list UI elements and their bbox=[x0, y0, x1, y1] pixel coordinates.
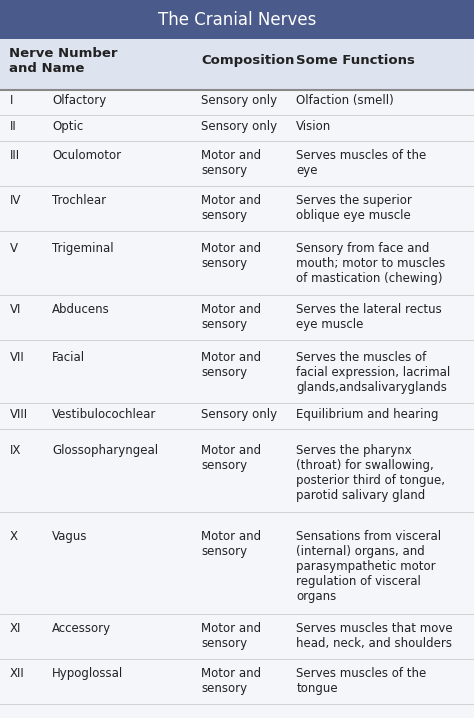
Text: Sensory only: Sensory only bbox=[201, 120, 278, 133]
FancyBboxPatch shape bbox=[0, 294, 474, 340]
Text: VIII: VIII bbox=[9, 408, 27, 421]
Text: Motor and
sensory: Motor and sensory bbox=[201, 303, 262, 331]
Text: Serves muscles of the
tongue: Serves muscles of the tongue bbox=[296, 667, 427, 695]
Text: Sensations from visceral
(internal) organs, and
parasympathetic motor
regulation: Sensations from visceral (internal) orga… bbox=[296, 531, 441, 603]
Text: Motor and
sensory: Motor and sensory bbox=[201, 194, 262, 222]
Text: Hypoglossal: Hypoglossal bbox=[52, 667, 123, 680]
Text: Oculomotor: Oculomotor bbox=[52, 149, 121, 162]
Text: Equilibrium and hearing: Equilibrium and hearing bbox=[296, 408, 439, 421]
Text: Sensory only: Sensory only bbox=[201, 94, 278, 108]
Text: Vision: Vision bbox=[296, 120, 331, 133]
Text: Vestibulocochlear: Vestibulocochlear bbox=[52, 408, 156, 421]
Text: Motor and
sensory: Motor and sensory bbox=[201, 667, 262, 695]
Text: Trigeminal: Trigeminal bbox=[52, 243, 114, 256]
Text: Motor and
sensory: Motor and sensory bbox=[201, 243, 262, 270]
Text: I: I bbox=[9, 94, 13, 108]
Text: X: X bbox=[9, 531, 18, 544]
Text: Motor and
sensory: Motor and sensory bbox=[201, 149, 262, 177]
Text: III: III bbox=[9, 149, 19, 162]
Text: Sensory from face and
mouth; motor to muscles
of mastication (chewing): Sensory from face and mouth; motor to mu… bbox=[296, 243, 446, 285]
Text: Trochlear: Trochlear bbox=[52, 194, 106, 207]
Text: IX: IX bbox=[9, 444, 21, 457]
Text: Serves the muscles of
facial expression, lacrimal
glands,andsalivaryglands: Serves the muscles of facial expression,… bbox=[296, 351, 450, 394]
FancyBboxPatch shape bbox=[0, 404, 474, 429]
Text: XII: XII bbox=[9, 667, 24, 680]
Text: Facial: Facial bbox=[52, 351, 85, 364]
Text: Abducens: Abducens bbox=[52, 303, 110, 316]
FancyBboxPatch shape bbox=[0, 614, 474, 659]
Text: IV: IV bbox=[9, 194, 21, 207]
Text: The Cranial Nerves: The Cranial Nerves bbox=[158, 11, 316, 29]
Text: Vagus: Vagus bbox=[52, 531, 88, 544]
FancyBboxPatch shape bbox=[0, 659, 474, 704]
Text: Composition: Composition bbox=[201, 54, 295, 67]
Text: VII: VII bbox=[9, 351, 24, 364]
Text: Serves the pharynx
(throat) for swallowing,
posterior third of tongue,
parotid s: Serves the pharynx (throat) for swallowi… bbox=[296, 444, 445, 502]
Text: Sensory only: Sensory only bbox=[201, 408, 278, 421]
Text: Serves the superior
oblique eye muscle: Serves the superior oblique eye muscle bbox=[296, 194, 412, 222]
FancyBboxPatch shape bbox=[0, 90, 474, 116]
Text: Accessory: Accessory bbox=[52, 622, 111, 635]
FancyBboxPatch shape bbox=[0, 39, 474, 90]
FancyBboxPatch shape bbox=[0, 0, 474, 39]
FancyBboxPatch shape bbox=[0, 340, 474, 404]
FancyBboxPatch shape bbox=[0, 512, 474, 614]
Text: Serves the lateral rectus
eye muscle: Serves the lateral rectus eye muscle bbox=[296, 303, 442, 331]
FancyBboxPatch shape bbox=[0, 141, 474, 186]
Text: Some Functions: Some Functions bbox=[296, 54, 415, 67]
FancyBboxPatch shape bbox=[0, 429, 474, 512]
FancyBboxPatch shape bbox=[0, 116, 474, 141]
Text: Olfaction (smell): Olfaction (smell) bbox=[296, 94, 394, 108]
Text: Optic: Optic bbox=[52, 120, 83, 133]
Text: V: V bbox=[9, 243, 18, 256]
Text: Motor and
sensory: Motor and sensory bbox=[201, 351, 262, 379]
Text: Serves muscles of the
eye: Serves muscles of the eye bbox=[296, 149, 427, 177]
Text: Nerve Number
and Name: Nerve Number and Name bbox=[9, 47, 118, 75]
Text: Motor and
sensory: Motor and sensory bbox=[201, 531, 262, 559]
Text: Serves muscles that move
head, neck, and shoulders: Serves muscles that move head, neck, and… bbox=[296, 622, 453, 650]
Text: VI: VI bbox=[9, 303, 21, 316]
FancyBboxPatch shape bbox=[0, 230, 474, 294]
FancyBboxPatch shape bbox=[0, 186, 474, 230]
Text: XI: XI bbox=[9, 622, 21, 635]
Text: Motor and
sensory: Motor and sensory bbox=[201, 444, 262, 472]
Text: Olfactory: Olfactory bbox=[52, 94, 106, 108]
Text: Glossopharyngeal: Glossopharyngeal bbox=[52, 444, 158, 457]
Text: Motor and
sensory: Motor and sensory bbox=[201, 622, 262, 650]
Text: II: II bbox=[9, 120, 16, 133]
